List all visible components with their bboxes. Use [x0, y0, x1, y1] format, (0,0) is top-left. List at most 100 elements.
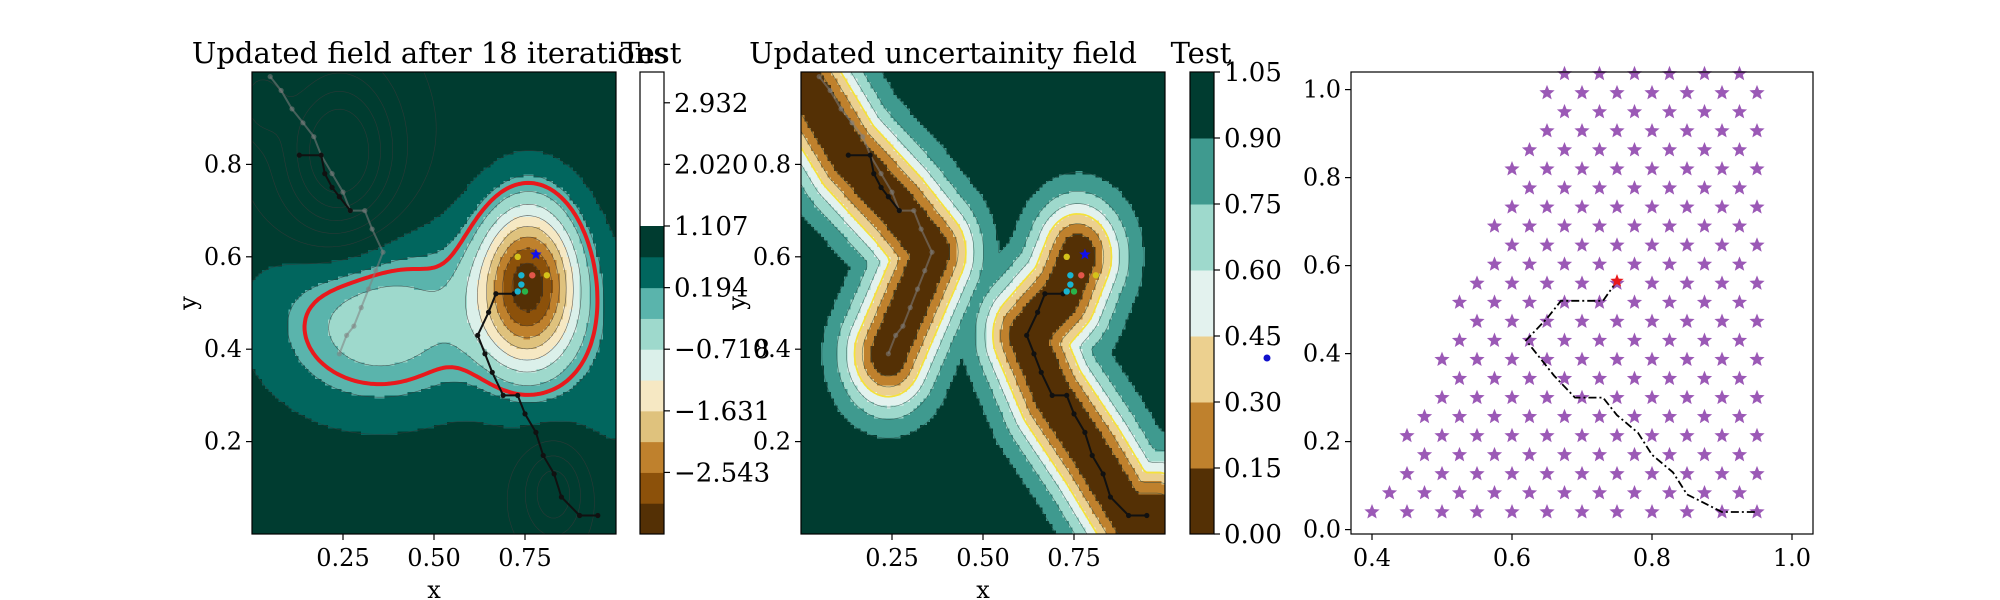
colorbar-tick-label: 2.020 [674, 150, 748, 180]
colorbar-tick-label: 1.05 [1224, 58, 1282, 88]
candidate-star [1696, 408, 1713, 424]
x-tick-label: 0.50 [407, 544, 460, 572]
candidate-star [1469, 427, 1485, 443]
candidate-star [1714, 313, 1730, 328]
candidate-star [1731, 294, 1748, 309]
field-contour-plot [252, 72, 616, 534]
path-point [486, 309, 492, 315]
path-point [351, 323, 357, 329]
candidate-star [1539, 351, 1555, 367]
candidate-star [1714, 84, 1730, 100]
candidate-star [1556, 370, 1573, 386]
grid-plot-frame [1350, 71, 1814, 535]
path-point [1107, 494, 1113, 500]
candidate-star [1731, 218, 1748, 233]
path-point [1082, 429, 1088, 435]
sample-marker [543, 272, 551, 279]
candidate-star [1591, 484, 1608, 500]
candidate-star [1661, 484, 1678, 500]
path-point [475, 332, 481, 338]
candidate-star [1626, 294, 1643, 309]
path-point [1144, 512, 1150, 519]
candidate-star [1679, 237, 1695, 252]
candidate-star [1451, 408, 1468, 424]
candidate-star [1661, 294, 1678, 309]
path-point [489, 369, 495, 375]
candidate-star [1644, 122, 1660, 138]
path-point [1071, 411, 1077, 417]
x-tick-label: 0.6 [1493, 544, 1531, 572]
colorbar-tick-label: 0.15 [1224, 454, 1282, 484]
path-point [1126, 512, 1132, 519]
candidate-star [1661, 370, 1678, 386]
candidate-star [1749, 122, 1765, 138]
path-point [1100, 471, 1106, 477]
best-point-marker [1079, 248, 1091, 260]
path-point [878, 171, 884, 177]
highlight-contour [801, 72, 1165, 534]
colorbar-band [640, 256, 664, 289]
sample-marker [1067, 272, 1074, 279]
candidate-star [1486, 484, 1503, 500]
candidate-star [1749, 313, 1765, 328]
candidate-star [1434, 465, 1450, 481]
candidate-star [1661, 256, 1678, 271]
candidate-star [1696, 180, 1713, 195]
y-tick-label: 0.8 [204, 150, 242, 178]
candidate-star [1416, 446, 1433, 462]
candidate-star [1521, 294, 1538, 309]
candidate-star [1679, 427, 1695, 443]
colorbar-band [1190, 270, 1214, 337]
y-tick-label: 0.4 [753, 335, 791, 363]
candidate-star [1556, 256, 1573, 271]
candidate-star [1696, 256, 1713, 271]
candidate-star [1486, 370, 1503, 386]
candidate-star [1661, 408, 1678, 424]
path-current [845, 152, 902, 214]
y-tick-label: 0.2 [204, 428, 242, 456]
path-point [595, 512, 601, 519]
candidate-star [1556, 408, 1573, 424]
path-point [515, 392, 521, 398]
path-point [329, 184, 335, 191]
path-point [878, 184, 884, 191]
candidate-star [1626, 218, 1643, 233]
x-tick-label: 0.50 [956, 544, 1009, 572]
candidate-star [1731, 484, 1748, 500]
colorbar-tick-label: 0.45 [1224, 322, 1282, 352]
candidate-star [1609, 237, 1625, 252]
candidate-star [1714, 427, 1730, 443]
sample-marker [529, 272, 536, 279]
candidate-star [1609, 199, 1625, 214]
field-panel: Updated field after 18 iterations 0.25 0.… [174, 36, 770, 600]
colorbar-band [640, 380, 664, 412]
candidate-star [1696, 103, 1713, 119]
colorbar-tick-label: 2.932 [674, 89, 748, 119]
candidate-star [1591, 218, 1608, 233]
candidate-star [1679, 389, 1695, 405]
candidate-star [1591, 408, 1608, 424]
candidate-star [1731, 446, 1748, 462]
candidate-star [1469, 313, 1485, 328]
path-point [336, 194, 342, 200]
candidate-star [1679, 313, 1695, 328]
path-point [365, 286, 372, 292]
path-point [322, 171, 328, 177]
path-point [911, 208, 917, 214]
path-current-2 [1024, 291, 1150, 519]
candidate-star [1574, 161, 1590, 176]
candidate-star [1609, 389, 1625, 405]
path-point [533, 429, 539, 435]
colorbar-tick-label: −0.718 [674, 335, 770, 365]
candidate-star [1539, 237, 1555, 252]
y-tick-label: 0.4 [204, 335, 242, 363]
colorbar-band [1190, 336, 1214, 403]
route-line [1524, 280, 1757, 513]
candidate-star [1521, 218, 1538, 233]
path-point [914, 286, 921, 292]
candidate-star [1574, 389, 1590, 405]
candidate-star [1469, 465, 1485, 481]
best-point-marker [530, 248, 542, 260]
candidate-star [1469, 389, 1485, 405]
path-faded [816, 74, 935, 357]
